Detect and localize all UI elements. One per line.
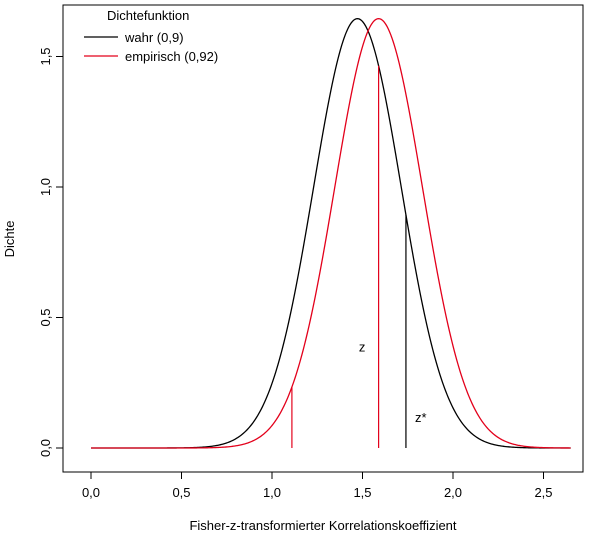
legend-entry-empirisch: empirisch (0,92)	[125, 49, 218, 64]
x-tick-label: 0,0	[82, 485, 100, 500]
x-axis: 0,0 0,5 1,0 1,5 2,0 2,5	[82, 471, 553, 500]
legend: Dichtefunktion wahr (0,9) empirisch (0,9…	[84, 8, 218, 64]
y-axis: 0,0 0,5 1,0 1,5	[38, 47, 64, 457]
annotation-z: z	[359, 339, 366, 354]
x-tick-label: 0,5	[172, 485, 190, 500]
annotation-z-star: z*	[415, 410, 427, 425]
x-tick-label: 2,0	[444, 485, 462, 500]
legend-entry-wahr: wahr (0,9)	[124, 30, 184, 45]
plot-frame	[62, 4, 584, 473]
y-tick-label: 1,0	[38, 178, 53, 196]
y-tick-label: 0,0	[38, 439, 53, 457]
vertical-lines	[291, 65, 407, 448]
x-tick-label: 1,0	[263, 485, 281, 500]
series-layer	[91, 17, 571, 449]
x-tick-label: 2,5	[534, 485, 552, 500]
y-tick-label: 0,5	[38, 308, 53, 326]
series-line-wahr	[91, 17, 571, 449]
y-tick-label: 1,5	[38, 47, 53, 65]
series-line-empirisch	[91, 17, 571, 449]
x-tick-label: 1,5	[353, 485, 371, 500]
y-axis-title: Dichte	[2, 221, 17, 258]
x-axis-title: Fisher-z-transformierter Korrelationskoe…	[189, 518, 456, 533]
legend-title: Dichtefunktion	[107, 8, 189, 23]
